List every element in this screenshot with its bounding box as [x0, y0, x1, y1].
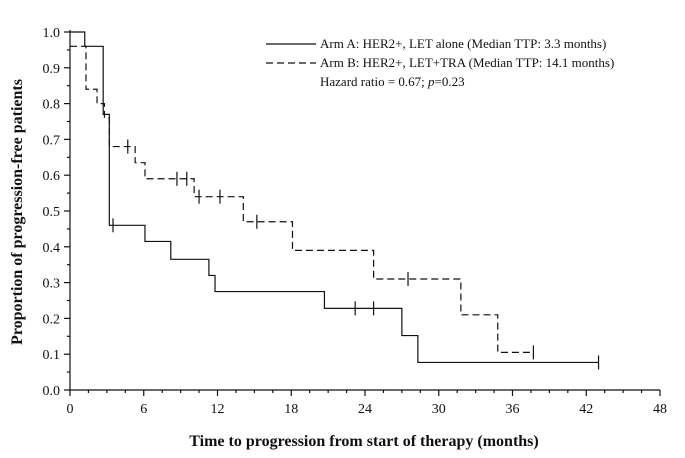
legend-label-arm-a: Arm A: HER2+, LET alone (Median TTP: 3.3…: [320, 36, 606, 51]
x-tick-label: 48: [653, 402, 667, 417]
y-axis-ticks: 0.0 0.1 0.2 0.3 0.4 0.5 0.6 0.7 0.8 0.9 1.0: [43, 26, 70, 399]
y-tick-label: 0.0: [43, 384, 61, 399]
x-tick-label: 6: [140, 402, 147, 417]
x-tick-label: 0: [67, 402, 74, 417]
y-tick-label: 0.5: [43, 205, 61, 220]
y-tick-label: 0.4: [43, 241, 61, 256]
y-tick-label: 0.3: [43, 277, 61, 292]
y-tick-label: 0.8: [43, 98, 61, 113]
x-tick-label: 42: [579, 402, 593, 417]
legend: Arm A: HER2+, LET alone (Median TTP: 3.3…: [266, 36, 614, 89]
x-tick-label: 12: [211, 402, 225, 417]
y-tick-label: 0.9: [43, 62, 61, 77]
y-tick-label: 0.6: [43, 169, 61, 184]
censor-marks: [112, 139, 600, 370]
legend-label-arm-b: Arm B: HER2+, LET+TRA (Median TTP: 14.1 …: [320, 55, 614, 70]
y-tick-label: 0.2: [43, 312, 61, 327]
y-tick-label: 0.7: [43, 133, 61, 148]
hazard-ratio-annotation: Hazard ratio = 0.67; p=0.23: [320, 74, 465, 89]
x-tick-label: 30: [432, 402, 446, 417]
x-tick-label: 18: [284, 402, 298, 417]
x-axis-ticks: 0 6 12 18 24 30 36 42 48: [67, 390, 667, 417]
curve-arm-b: [70, 45, 534, 354]
y-axis-title: Proportion of progression-free patients: [9, 79, 26, 345]
x-axis-title: Time to progression from start of therap…: [189, 433, 538, 450]
y-tick-label: 0.1: [43, 348, 61, 363]
x-tick-label: 36: [506, 402, 520, 417]
survival-curves: [70, 31, 599, 364]
x-tick-label: 24: [358, 402, 372, 417]
curve-arm-a: [70, 31, 599, 364]
y-tick-label: 1.0: [43, 26, 61, 41]
